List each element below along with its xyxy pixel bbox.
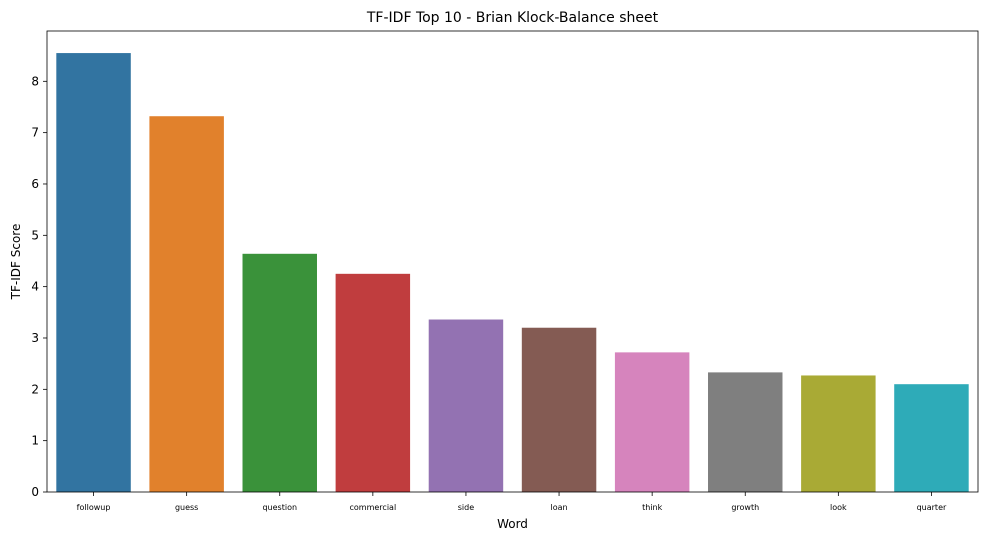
y-tick-label: 7	[31, 126, 39, 140]
bar-loan	[521, 327, 597, 492]
x-tick-label-guess: guess	[175, 503, 198, 512]
y-tick-label: 5	[31, 228, 39, 242]
bars-group	[56, 53, 969, 492]
x-axis-label: Word	[497, 517, 528, 531]
x-tick-label-look: look	[830, 503, 847, 512]
y-tick-label: 8	[31, 74, 39, 88]
x-tick-label-think: think	[642, 503, 663, 512]
x-tick-label-followup: followup	[77, 503, 111, 512]
y-tick-label: 3	[31, 331, 39, 345]
bar-side	[428, 319, 504, 492]
y-axis: 0 1 2 3 4 5 6 7 8	[31, 74, 47, 499]
bar-look	[801, 375, 876, 492]
x-tick-label-loan: loan	[551, 503, 568, 512]
x-tick-label-side: side	[458, 503, 474, 512]
x-axis: followup guess question commercial side loan t…	[77, 492, 947, 512]
chart-title: TF-IDF Top 10 - Brian Klock-Balance shee…	[366, 10, 659, 26]
x-tick-label-commercial: commercial	[350, 503, 397, 512]
y-axis-label: TF-IDF Score	[9, 224, 23, 301]
bar-question	[242, 253, 317, 492]
bar-followup	[56, 53, 131, 492]
y-tick-label: 6	[31, 177, 39, 191]
plot-frame	[46, 30, 979, 493]
x-tick-label-question: question	[262, 503, 297, 512]
bar-commercial	[335, 273, 411, 492]
bar-guess	[149, 116, 224, 492]
y-tick-label: 4	[31, 280, 39, 294]
x-tick-label-growth: growth	[731, 503, 759, 512]
bar-quarter	[894, 384, 969, 492]
y-tick-label: 1	[31, 434, 39, 448]
x-tick-label-quarter: quarter	[917, 503, 947, 512]
bar-think	[614, 352, 690, 492]
y-tick-label: 0	[31, 485, 39, 499]
bar-growth	[708, 372, 783, 492]
y-tick-label: 2	[31, 382, 39, 396]
